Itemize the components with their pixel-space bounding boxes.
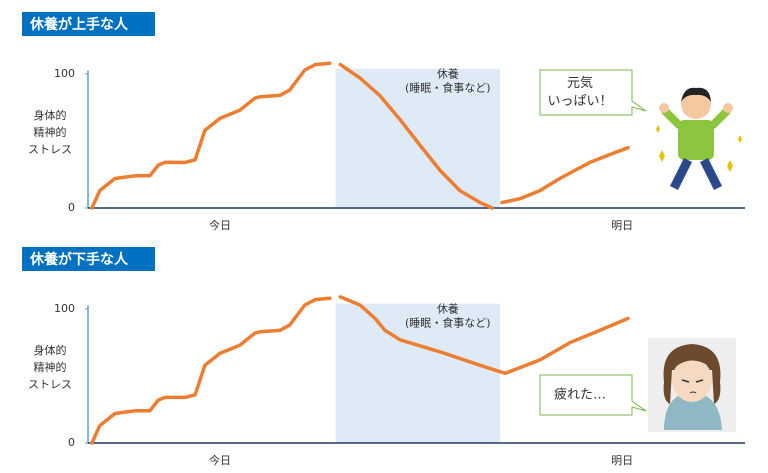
section-header-bg (22, 12, 155, 36)
y-axis-label: 身体的 (34, 343, 67, 357)
y-axis-label: 精神的 (34, 125, 67, 139)
callout-bubble (539, 374, 647, 416)
x-tick-label: 明日 (611, 219, 633, 232)
tired-person-illustration (648, 338, 736, 432)
y-tick-label: 0 (68, 436, 75, 449)
band-label: 休養 (437, 302, 459, 316)
rest-band (335, 303, 500, 443)
stress-line (90, 295, 630, 445)
section-header: 休養が下手な人 (29, 251, 129, 268)
band-label: 休養 (437, 67, 459, 81)
callout-text: 疲れた… (554, 387, 606, 403)
y-tick-label: 100 (54, 67, 75, 80)
callout-bubble (539, 69, 647, 116)
band-sublabel: (睡眠・食事など) (405, 81, 491, 95)
section-header: 休養が上手な人 (29, 16, 129, 33)
y-axis-label: ストレス (28, 378, 72, 391)
stress-line (90, 61, 630, 210)
y-axis-label: 精神的 (34, 360, 67, 374)
section-header-bg (22, 247, 155, 271)
callout-text: 元気 (567, 75, 593, 91)
y-tick-label: 0 (68, 201, 75, 214)
y-axis-label: ストレス (28, 143, 72, 156)
y-axis-label: 身体的 (34, 108, 67, 122)
x-tick-label: 今日 (209, 218, 231, 232)
y-tick-label: 100 (54, 302, 75, 315)
happy-person-illustration (652, 74, 748, 198)
x-tick-label: 今日 (209, 453, 231, 467)
rest-band (335, 68, 500, 208)
x-tick-label: 明日 (611, 454, 633, 467)
band-sublabel: (睡眠・食事など) (405, 316, 491, 330)
callout-text: いっぱい！ (547, 94, 612, 109)
